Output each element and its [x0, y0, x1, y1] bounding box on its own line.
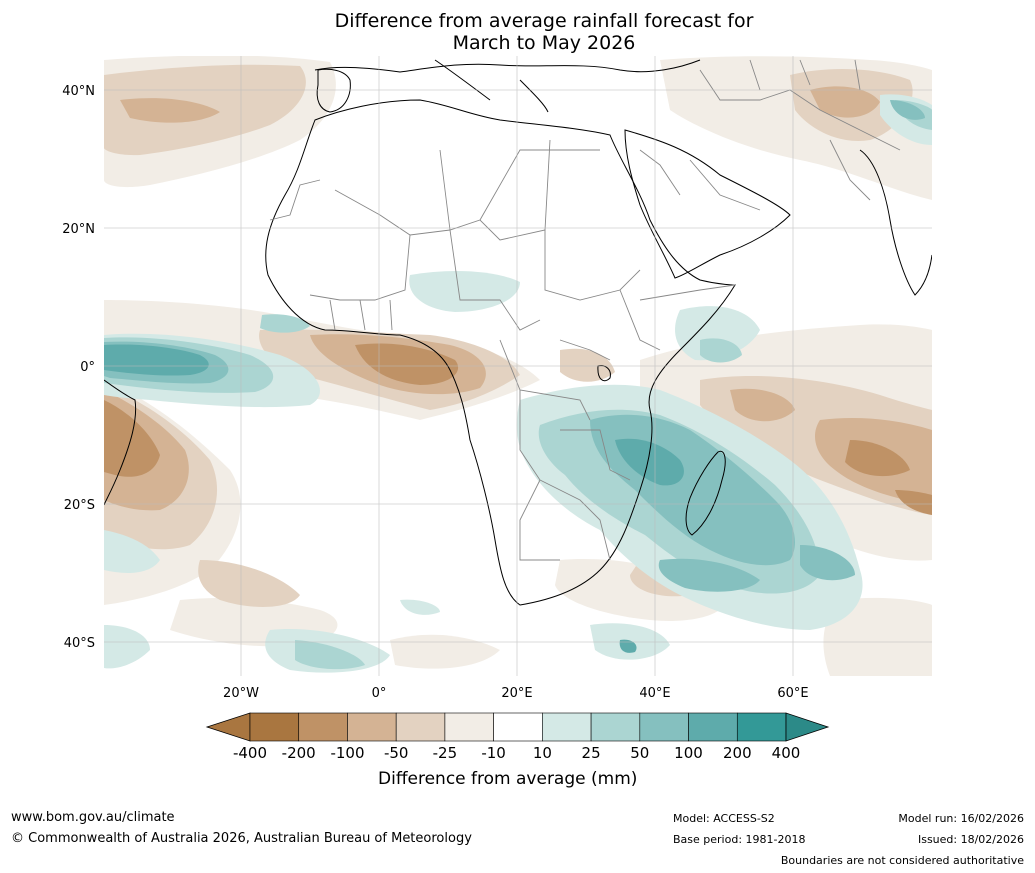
footer-issued: Issued: 18/02/2026: [917, 833, 1024, 846]
longitude-labels: 20°W 0° 20°E 40°E 60°E: [223, 686, 809, 701]
colorbar-swatch: [736, 712, 787, 742]
colorbar-label: 100: [674, 744, 703, 762]
colorbar-label: -200: [281, 744, 316, 762]
latitude-labels: 40°N 20°N 0° 20°S 40°S: [62, 84, 95, 651]
coastlines: [104, 59, 932, 606]
lat-label: 0°: [80, 360, 95, 375]
map-title: Difference from average rainfall forecas…: [0, 10, 1035, 54]
lon-label: 20°E: [501, 686, 532, 701]
colorbar-label: -10: [481, 744, 506, 762]
colorbar-swatch: [347, 712, 397, 742]
colorbar-label: 200: [722, 744, 752, 762]
map-title-line2: March to May 2026: [452, 32, 636, 54]
anomaly-very-dry: [104, 343, 932, 515]
iberia-coastline: [316, 68, 351, 113]
colorbar-label: 10: [532, 744, 552, 762]
colorbar-swatch: [493, 712, 543, 742]
colorbar-label: 400: [771, 744, 801, 762]
lon-label: 60°E: [777, 686, 808, 701]
footer-website[interactable]: www.bom.gov.au/climate: [11, 810, 175, 825]
madagascar-coastline: [685, 450, 726, 536]
colorbar-label: 25: [581, 744, 601, 762]
footer-copyright: © Commonwealth of Australia 2026, Austra…: [11, 831, 472, 846]
colorbar-swatch: [688, 712, 738, 742]
colorbar-label: -100: [330, 744, 365, 762]
colorbar-swatch: [542, 712, 592, 742]
colorbar-swatch: [249, 712, 300, 742]
colorbar-title: Difference from average (mm): [378, 769, 638, 789]
colorbar-extend-low: [205, 712, 251, 742]
lat-label: 20°N: [62, 222, 95, 237]
lon-label: 0°: [372, 686, 387, 701]
footer-model-run: Model run: 16/02/2026: [898, 812, 1024, 825]
colorbar-swatch: [590, 712, 641, 742]
colorbar-label: -400: [232, 744, 268, 762]
colorbar-extend-high: [785, 712, 830, 742]
map-title-line1: Difference from average rainfall forecas…: [334, 10, 754, 32]
country-borders: [269, 59, 901, 561]
colorbar-label: -25: [432, 744, 458, 762]
footer-disclaimer: Boundaries are not considered authoritat…: [780, 854, 1024, 867]
lon-label: 20°W: [223, 686, 259, 701]
colorbar-swatch: [444, 712, 494, 742]
lat-label: 40°S: [64, 636, 95, 651]
colorbar-label: 50: [630, 744, 650, 762]
anomaly-very-wet: [104, 344, 684, 653]
lat-label: 20°S: [64, 498, 95, 513]
africa-coastline: [265, 99, 736, 606]
colorbar: [205, 712, 830, 742]
footer-model: Model: ACCESS-S2: [673, 812, 775, 825]
anomaly-layer: [104, 56, 932, 676]
lon-label: 40°E: [639, 686, 670, 701]
lat-label: 40°N: [62, 84, 95, 99]
arabia-coastline: [624, 129, 791, 279]
india-coastline: [859, 149, 932, 296]
gridlines: [104, 56, 932, 676]
europe-coastline: [314, 59, 701, 113]
colorbar-swatch: [395, 712, 446, 742]
colorbar-swatch: [639, 712, 689, 742]
footer-base-period: Base period: 1981-2018: [673, 833, 806, 846]
colorbar-label: -50: [383, 744, 409, 762]
colorbar-swatch: [298, 712, 348, 742]
south-america-coastline: [104, 379, 137, 506]
